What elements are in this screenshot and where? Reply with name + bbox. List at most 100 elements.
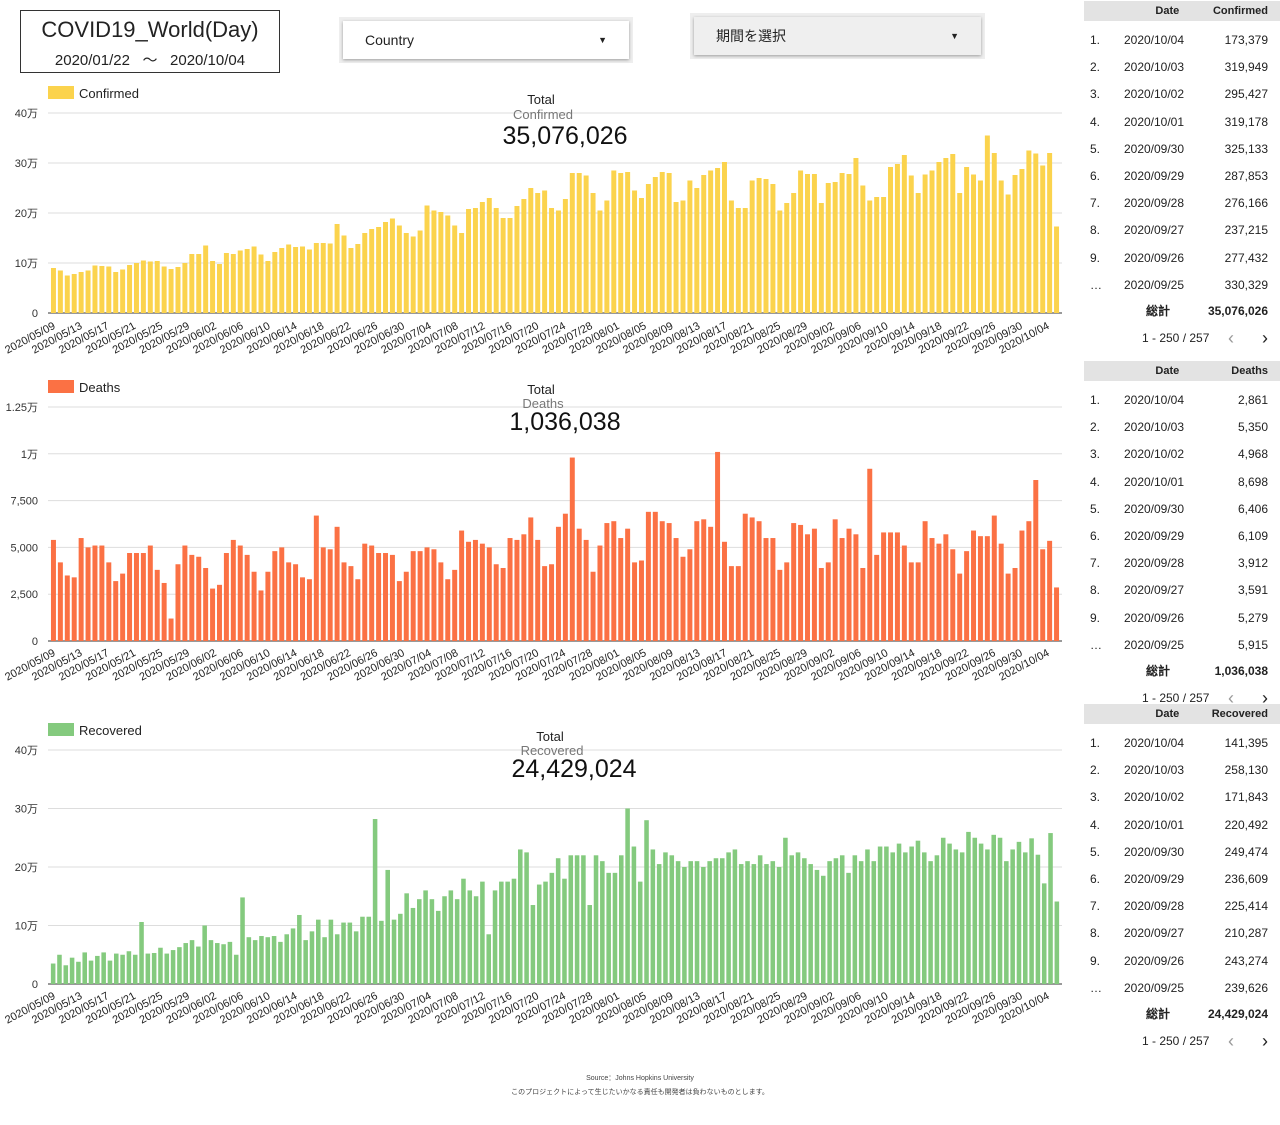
row-date: 2020/10/04 xyxy=(1123,33,1185,47)
bar xyxy=(542,190,548,313)
bar xyxy=(521,199,527,313)
bar xyxy=(320,243,326,313)
total-sublabel: Recovered xyxy=(521,743,584,758)
bar xyxy=(984,536,990,641)
header-date[interactable]: Date xyxy=(1155,708,1180,720)
bar xyxy=(347,922,353,984)
bar xyxy=(943,534,949,641)
bar xyxy=(99,545,105,641)
header-value[interactable]: Confirmed xyxy=(1212,5,1268,17)
bar xyxy=(99,266,105,313)
header-value[interactable]: Recovered xyxy=(1211,708,1268,720)
row-index: 5. xyxy=(1090,844,1101,859)
row-value: 225,414 xyxy=(1224,899,1268,914)
bar xyxy=(833,858,839,984)
y-tick-label: 0 xyxy=(32,979,38,991)
bar xyxy=(521,534,527,641)
bar xyxy=(459,530,465,641)
bar xyxy=(445,215,451,313)
row-index: 4. xyxy=(1090,817,1101,832)
bar xyxy=(625,808,630,984)
header-date[interactable]: Date xyxy=(1155,365,1180,377)
bar xyxy=(92,265,98,313)
table-row: 4. 2020/10/01 319,178 xyxy=(1084,109,1280,136)
row-value: 295,427 xyxy=(1224,87,1268,102)
bar xyxy=(524,852,529,984)
prev-page-icon[interactable]: ‹ xyxy=(1228,327,1234,348)
bar xyxy=(569,173,575,313)
bar xyxy=(549,564,555,641)
bar xyxy=(183,943,188,984)
y-tick-label: 40万 xyxy=(15,108,38,120)
bar xyxy=(398,913,403,984)
row-index: 7. xyxy=(1090,196,1101,211)
prev-page-icon[interactable]: ‹ xyxy=(1228,1030,1234,1051)
table-total: 総計 24,429,024 xyxy=(1084,1002,1280,1026)
bar xyxy=(113,581,119,641)
bar xyxy=(1047,153,1053,313)
date-range: 2020/01/22 〜 2020/10/04 xyxy=(21,49,279,70)
bar xyxy=(258,254,264,313)
total-blank xyxy=(1084,1002,1114,1026)
bar xyxy=(348,566,354,641)
bar xyxy=(327,243,333,313)
bar xyxy=(265,937,271,984)
bar xyxy=(811,174,817,313)
bar xyxy=(320,547,326,641)
bar xyxy=(106,562,112,641)
table-row: 4. 2020/10/01 8,698 xyxy=(1084,469,1280,496)
bar xyxy=(784,203,790,313)
row-date: 2020/10/02 xyxy=(1123,447,1185,462)
table-row: 1. 2020/10/04 2,861 xyxy=(1084,387,1280,414)
prev-page-icon[interactable]: ‹ xyxy=(1228,687,1234,708)
bar xyxy=(459,233,465,313)
bar xyxy=(82,952,87,984)
bar xyxy=(947,843,952,984)
bar xyxy=(846,872,851,984)
pager-range: 1 - 250 / 257 xyxy=(1142,330,1210,345)
bar xyxy=(555,210,561,313)
country-dropdown[interactable]: Country ▼ xyxy=(339,17,633,63)
bar xyxy=(500,567,506,641)
row-index: 1. xyxy=(1090,393,1101,407)
period-dropdown[interactable]: 期間を選択 ▼ xyxy=(690,13,985,59)
bar xyxy=(593,855,599,984)
row-index: 8. xyxy=(1090,583,1101,598)
bar xyxy=(694,188,700,313)
header-value[interactable]: Deaths xyxy=(1231,365,1268,377)
y-tick-label: 20万 xyxy=(15,862,38,874)
row-value: 330,329 xyxy=(1224,277,1268,292)
row-date: 2020/09/25 xyxy=(1123,277,1185,292)
bar xyxy=(132,954,138,984)
bar xyxy=(168,269,174,313)
bar xyxy=(798,170,804,313)
bar xyxy=(203,567,209,641)
bar xyxy=(625,528,631,641)
bar xyxy=(196,556,202,641)
bar xyxy=(832,182,838,313)
bar xyxy=(742,208,748,313)
row-date: 2020/09/29 xyxy=(1123,168,1185,183)
bar xyxy=(252,940,258,984)
row-value: 243,274 xyxy=(1224,953,1268,968)
bar xyxy=(1004,861,1009,984)
bar xyxy=(251,246,257,313)
y-tick-label: 40万 xyxy=(15,745,38,757)
bar xyxy=(656,864,662,984)
bar xyxy=(286,244,292,313)
row-value: 171,843 xyxy=(1224,790,1268,805)
bar xyxy=(391,919,397,984)
bar xyxy=(362,233,368,313)
bar xyxy=(486,934,491,984)
row-date: 2020/10/03 xyxy=(1123,763,1185,778)
row-value: 249,474 xyxy=(1224,844,1268,859)
next-page-icon[interactable]: › xyxy=(1262,687,1268,708)
table-row: 7. 2020/09/28 3,912 xyxy=(1084,550,1280,577)
y-tick-label: 0 xyxy=(32,308,38,320)
header-date[interactable]: Date xyxy=(1155,5,1180,17)
next-page-icon[interactable]: › xyxy=(1262,1030,1268,1051)
table-row: … 2020/09/25 5,915 xyxy=(1084,632,1280,659)
bar xyxy=(687,549,693,641)
row-value: 319,178 xyxy=(1224,114,1268,129)
next-page-icon[interactable]: › xyxy=(1262,327,1268,348)
